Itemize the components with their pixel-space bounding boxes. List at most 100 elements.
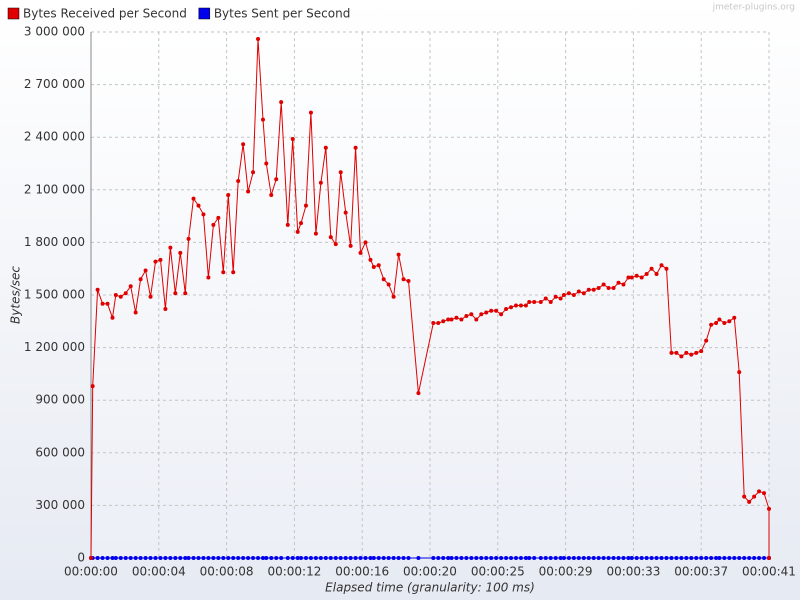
data-point <box>89 556 93 560</box>
data-point <box>757 489 762 494</box>
data-point <box>274 556 279 560</box>
data-point <box>279 100 284 105</box>
data-point <box>416 556 421 560</box>
data-point <box>236 556 241 560</box>
data-point <box>183 556 188 560</box>
data-point <box>699 349 704 354</box>
data-point <box>173 291 178 296</box>
data-point <box>133 556 138 560</box>
data-point <box>629 556 634 560</box>
x-tick-label: 00:00:20 <box>403 565 457 579</box>
data-point <box>290 136 295 141</box>
data-point <box>333 556 338 560</box>
x-tick-label: 00:00:25 <box>471 565 525 579</box>
x-tick-label: 00:00:33 <box>606 565 660 579</box>
data-point <box>446 556 451 560</box>
data-point <box>714 556 719 560</box>
y-tick-label: 300 000 <box>35 498 85 512</box>
data-point <box>348 556 353 560</box>
data-point <box>133 310 138 315</box>
data-point <box>558 556 563 560</box>
data-point <box>196 203 201 208</box>
data-point <box>251 170 256 175</box>
data-point <box>639 275 644 280</box>
data-point <box>313 556 318 560</box>
data-point <box>358 250 363 255</box>
data-point <box>553 294 558 299</box>
data-point <box>649 556 654 560</box>
data-point <box>538 300 543 305</box>
data-point <box>644 271 649 276</box>
data-point <box>328 556 333 560</box>
data-point <box>714 321 719 326</box>
data-point <box>100 301 105 306</box>
data-point <box>747 556 752 560</box>
x-tick-label: 00:00:37 <box>674 565 728 579</box>
data-point <box>338 556 343 560</box>
y-tick-label: 2 100 000 <box>24 182 85 196</box>
data-point <box>454 315 459 320</box>
data-point <box>513 303 518 308</box>
data-point <box>416 391 421 396</box>
y-tick-label: 3 000 000 <box>24 25 85 39</box>
data-point <box>401 556 406 560</box>
data-point <box>118 294 123 299</box>
x-tick-label: 00:00:04 <box>132 565 186 579</box>
data-point <box>504 556 509 560</box>
data-point <box>216 215 221 220</box>
data-point <box>742 556 747 560</box>
data-point <box>518 303 523 308</box>
data-point <box>571 556 576 560</box>
data-point <box>323 145 328 150</box>
x-tick-label: 00:00:41 <box>742 565 796 579</box>
data-point <box>586 556 591 560</box>
data-point <box>474 317 479 322</box>
legend-label: Bytes Received per Second <box>23 7 187 21</box>
data-point <box>449 317 454 322</box>
data-point <box>153 556 158 560</box>
data-point <box>376 556 381 560</box>
data-point <box>211 556 216 560</box>
data-point <box>689 352 694 357</box>
data-point <box>581 291 586 296</box>
data-point <box>143 268 148 273</box>
data-point <box>353 556 358 560</box>
data-point <box>123 291 128 296</box>
data-point <box>606 556 611 560</box>
data-point <box>148 294 153 299</box>
data-point <box>303 203 308 208</box>
data-point <box>474 556 479 560</box>
data-point <box>371 264 376 269</box>
data-point <box>191 196 196 201</box>
data-point <box>489 308 494 313</box>
data-point <box>639 556 644 560</box>
data-point <box>732 556 737 560</box>
data-point <box>221 270 226 275</box>
data-point <box>601 556 606 560</box>
data-point <box>226 556 231 560</box>
data-point <box>591 556 596 560</box>
data-point <box>616 280 621 285</box>
data-point <box>113 556 118 560</box>
data-point <box>105 556 110 560</box>
data-point <box>168 556 173 560</box>
data-point <box>368 556 373 560</box>
y-tick-label: 2 700 000 <box>24 77 85 91</box>
data-point <box>260 556 265 560</box>
y-tick-label: 900 000 <box>35 393 85 407</box>
data-point <box>523 303 528 308</box>
data-point <box>196 556 201 560</box>
data-point <box>431 556 436 560</box>
x-tick-label: 00:00:12 <box>267 565 321 579</box>
legend-swatch <box>7 7 20 20</box>
data-point <box>128 284 133 289</box>
data-point <box>128 556 133 560</box>
data-point <box>571 293 576 297</box>
data-point <box>338 170 343 175</box>
data-point <box>308 556 313 560</box>
data-point <box>674 556 679 560</box>
data-point <box>406 556 411 560</box>
data-point <box>186 556 191 560</box>
legend-label: Bytes Sent per Second <box>214 7 351 21</box>
data-point <box>251 556 256 560</box>
